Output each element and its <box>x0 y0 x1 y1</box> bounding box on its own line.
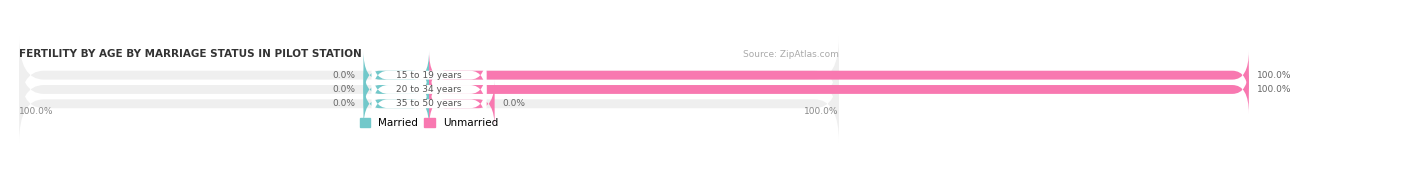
Text: Source: ZipAtlas.com: Source: ZipAtlas.com <box>742 50 839 59</box>
FancyBboxPatch shape <box>429 65 1249 114</box>
Text: 15 to 19 years: 15 to 19 years <box>396 71 461 80</box>
FancyBboxPatch shape <box>364 51 429 99</box>
FancyBboxPatch shape <box>371 51 486 99</box>
FancyBboxPatch shape <box>20 51 839 128</box>
Text: 0.0%: 0.0% <box>332 99 356 108</box>
Text: 35 to 50 years: 35 to 50 years <box>396 99 461 108</box>
Legend: Married, Unmarried: Married, Unmarried <box>360 118 499 128</box>
Text: 0.0%: 0.0% <box>332 71 356 80</box>
Text: 20 to 34 years: 20 to 34 years <box>396 85 461 94</box>
Text: 100.0%: 100.0% <box>20 107 53 116</box>
FancyBboxPatch shape <box>364 80 429 128</box>
FancyBboxPatch shape <box>429 80 495 128</box>
FancyBboxPatch shape <box>371 80 486 128</box>
FancyBboxPatch shape <box>364 65 429 114</box>
Text: 0.0%: 0.0% <box>503 99 526 108</box>
Text: 100.0%: 100.0% <box>804 107 839 116</box>
FancyBboxPatch shape <box>20 65 839 142</box>
FancyBboxPatch shape <box>371 65 486 114</box>
FancyBboxPatch shape <box>20 37 839 114</box>
Text: FERTILITY BY AGE BY MARRIAGE STATUS IN PILOT STATION: FERTILITY BY AGE BY MARRIAGE STATUS IN P… <box>20 49 361 59</box>
Text: 100.0%: 100.0% <box>1257 85 1292 94</box>
Text: 0.0%: 0.0% <box>332 85 356 94</box>
FancyBboxPatch shape <box>429 51 1249 99</box>
Text: 100.0%: 100.0% <box>1257 71 1292 80</box>
